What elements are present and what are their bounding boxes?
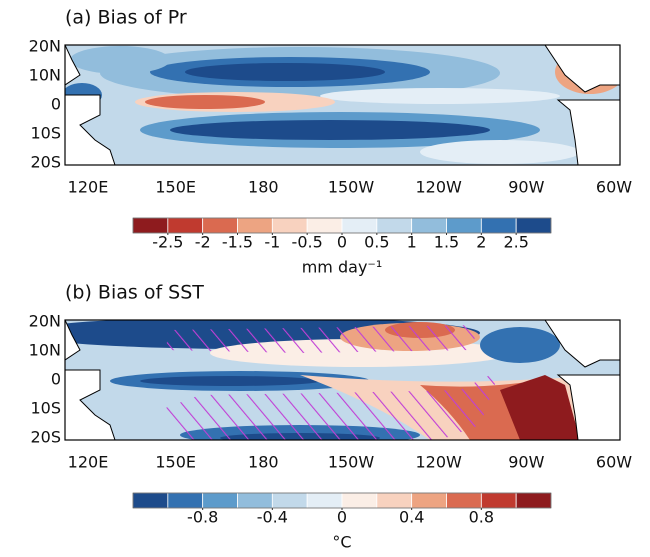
land (556, 374, 620, 440)
colorbar-box (271, 217, 308, 234)
lat-tick-label: 20S (30, 153, 61, 172)
lat-tick-label: 20S (30, 428, 61, 447)
map-a (65, 45, 620, 165)
colorbar-box (515, 492, 552, 509)
lat-tick-label: 20N (29, 37, 61, 56)
lon-tick-label: 120E (68, 178, 109, 197)
field-shading (145, 95, 265, 109)
colorbar-box (237, 217, 273, 234)
colorbar-box (132, 492, 169, 509)
colorbar-tick-label: 0 (337, 233, 347, 252)
land (65, 320, 81, 361)
land (556, 99, 620, 165)
lon-tick-label: 60W (596, 178, 632, 197)
lat-tick-label: 10N (29, 66, 61, 85)
colorbar-tick-label: 0.5 (364, 233, 389, 252)
colorbar-box (202, 492, 238, 509)
colorbar-tick-label: 0.8 (469, 508, 494, 527)
colorbar-tick-label: -0.5 (292, 233, 323, 252)
colorbar-tick-label: -0.8 (187, 508, 218, 527)
colorbar-box (237, 492, 273, 509)
panel-title: (b) Bias of SST (65, 282, 204, 304)
lat-tick-label: 10S (30, 399, 61, 418)
lon-tick-label: 180 (248, 178, 279, 197)
land (65, 369, 116, 440)
colorbar-box (480, 217, 517, 234)
colorbar-tick-label: -2.5 (152, 233, 183, 252)
colorbar-tick-label: 1.5 (434, 233, 459, 252)
colorbar-box (167, 217, 204, 234)
land (544, 320, 620, 368)
land (65, 94, 116, 165)
colorbar-tick-label: -0.4 (257, 508, 288, 527)
colorbar-label: °C (332, 533, 351, 552)
colorbar-box (446, 217, 482, 234)
colorbar-tick-label: -1.5 (222, 233, 253, 252)
colorbar-box (341, 217, 378, 234)
colorbar-box (411, 492, 447, 509)
lon-tick-label: 90W (508, 453, 544, 472)
land (65, 45, 81, 86)
colorbar-box (306, 492, 343, 509)
colorbar-box (515, 217, 552, 234)
colorbar-label: mm day⁻¹ (302, 258, 383, 277)
colorbar-box (306, 217, 343, 234)
colorbar-box (376, 492, 413, 509)
colorbar-box (411, 217, 447, 234)
lon-tick-label: 150E (155, 178, 196, 197)
field-shading (420, 140, 580, 164)
colorbar-box (341, 492, 378, 509)
colorbar-box (446, 492, 482, 509)
lon-tick-label: 90W (508, 178, 544, 197)
colorbar-tick-label: -2 (195, 233, 211, 252)
colorbar-tick-label: 0 (337, 508, 347, 527)
colorbar-tick-label: -1 (264, 233, 280, 252)
lon-tick-label: 120W (415, 453, 462, 472)
lat-tick-label: 0 (51, 95, 61, 114)
hatching (165, 325, 480, 353)
lon-tick-label: 150E (155, 453, 196, 472)
colorbar-box (167, 492, 204, 509)
lon-tick-label: 150W (328, 178, 375, 197)
hatching (160, 370, 500, 440)
colorbar-box (202, 217, 238, 234)
map-b (64, 319, 621, 441)
colorbar-tick-label: 2 (476, 233, 486, 252)
lat-tick-label: 20N (29, 312, 61, 331)
field-shading (170, 120, 490, 140)
colorbar-box (480, 492, 517, 509)
lat-tick-label: 10N (29, 341, 61, 360)
map-frame (64, 319, 621, 441)
lon-tick-label: 120W (415, 178, 462, 197)
field-shading (480, 327, 560, 363)
field-shading (185, 63, 385, 81)
field-shading (500, 375, 580, 440)
panel-title: (a) Bias of Pr (65, 7, 187, 29)
map-frame (64, 44, 621, 166)
colorbar-box (132, 217, 169, 234)
colorbar-box (271, 492, 308, 509)
lon-tick-label: 120E (68, 453, 109, 472)
colorbar-tick-label: 1 (407, 233, 417, 252)
lon-tick-label: 60W (596, 453, 632, 472)
field-shading (320, 88, 560, 104)
colorbar-box (376, 217, 413, 234)
lat-tick-label: 0 (51, 370, 61, 389)
colorbar-tick-label: 0.4 (399, 508, 424, 527)
lat-tick-label: 10S (30, 124, 61, 143)
field-shading (140, 376, 320, 386)
colorbar-tick-label: 2.5 (503, 233, 528, 252)
lon-tick-label: 180 (248, 453, 279, 472)
field-shading (70, 46, 170, 74)
lon-tick-label: 150W (328, 453, 375, 472)
land (544, 45, 620, 93)
